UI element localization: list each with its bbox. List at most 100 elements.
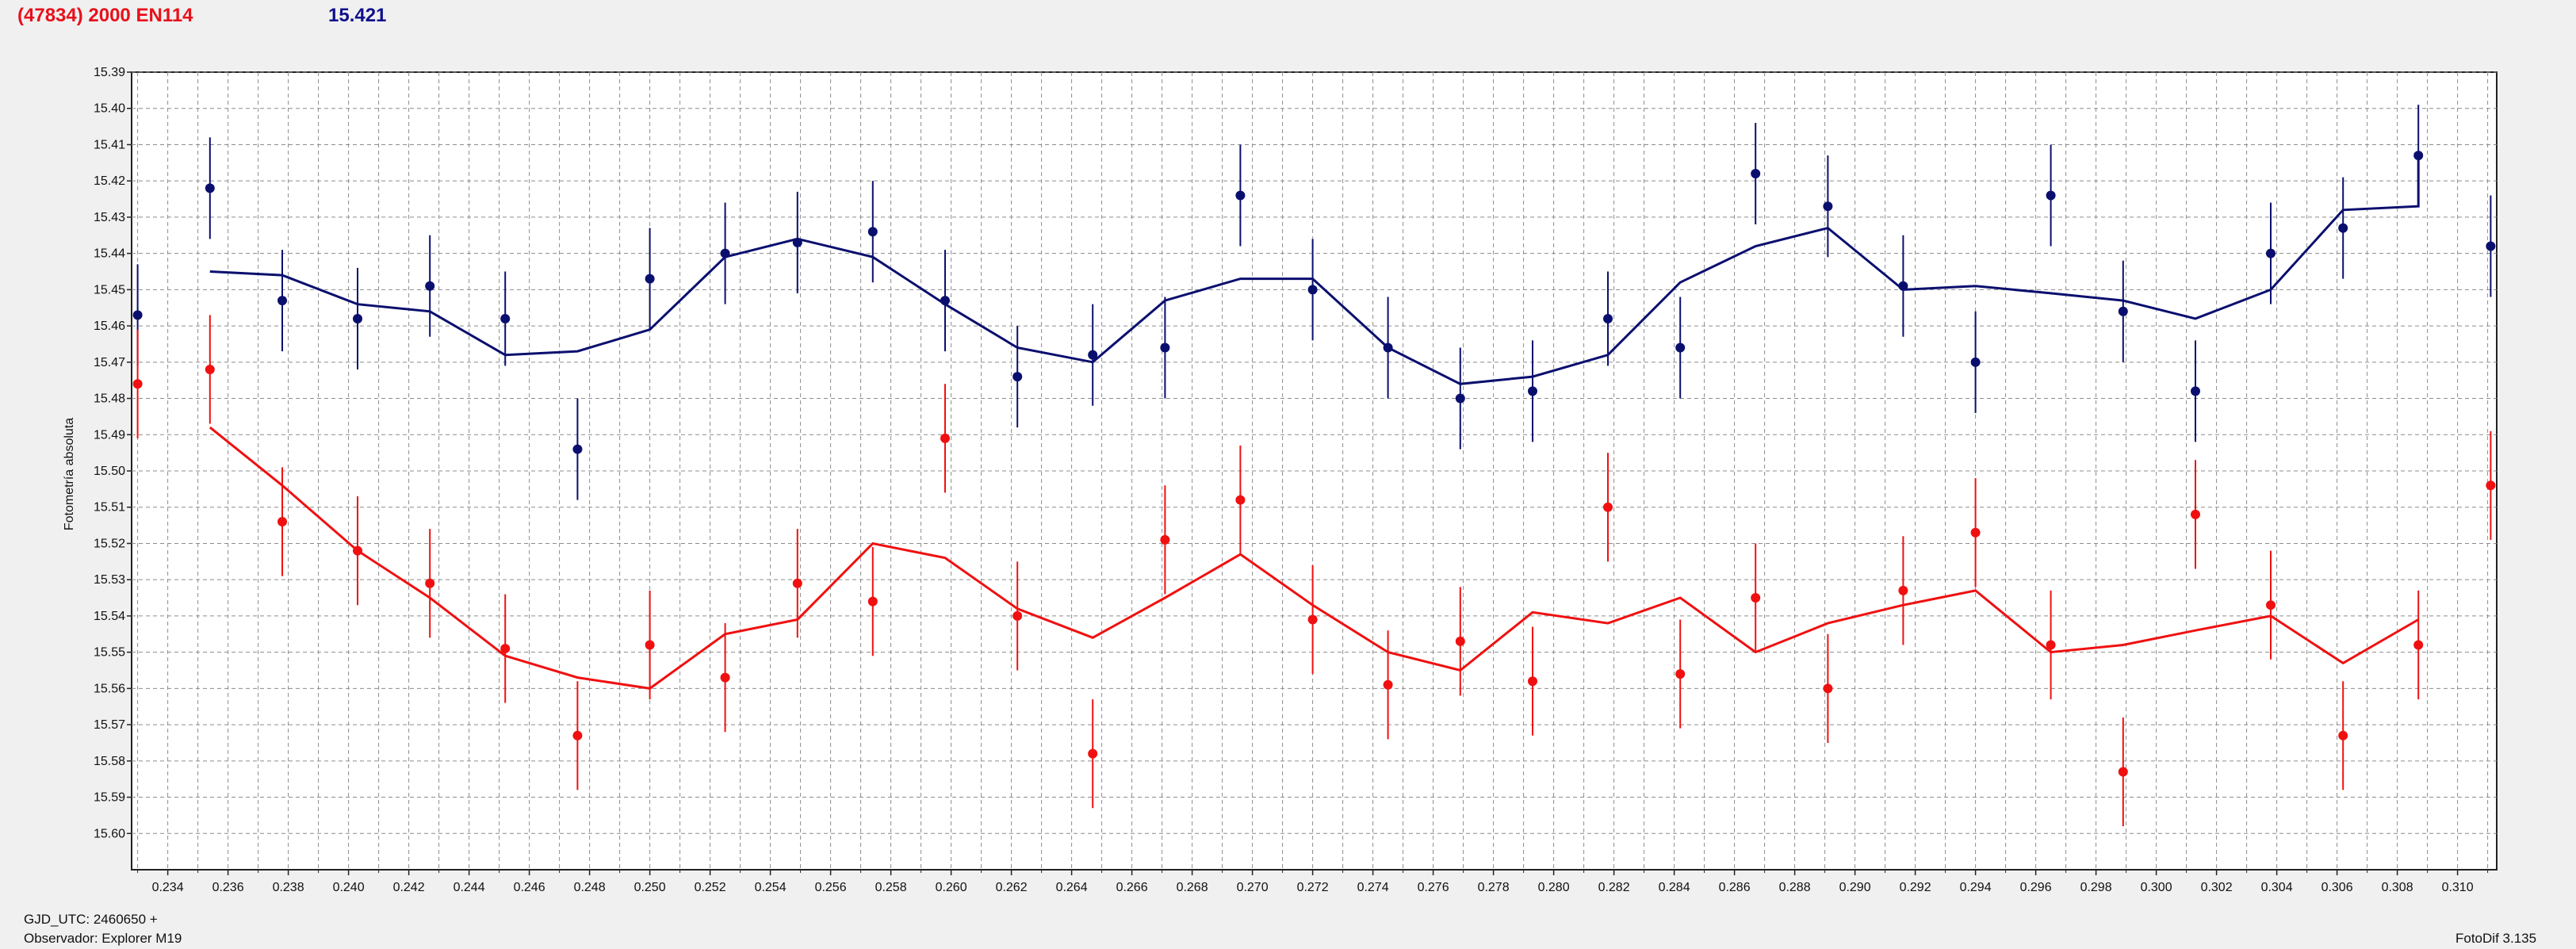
y-tick-label: 15.41 bbox=[94, 138, 125, 151]
x-tick-label: 0.304 bbox=[2261, 881, 2293, 894]
x-tick-label: 0.284 bbox=[1659, 881, 1690, 894]
y-tick-label: 15.59 bbox=[94, 791, 125, 805]
x-tick-label: 0.260 bbox=[936, 881, 967, 894]
series-1-point bbox=[645, 640, 655, 650]
magnitude-value: 15.421 bbox=[328, 5, 387, 26]
series-1-point bbox=[1675, 669, 1686, 679]
object-title: (47834) 2000 EN114 bbox=[17, 5, 193, 26]
x-tick-label: 0.308 bbox=[2382, 881, 2413, 894]
series-0-point bbox=[1307, 285, 1318, 295]
series-1-point bbox=[1970, 527, 1981, 538]
y-tick-label: 15.46 bbox=[94, 320, 125, 333]
series-1-point bbox=[720, 672, 730, 683]
series-0-point bbox=[792, 237, 802, 247]
x-tick-label: 0.288 bbox=[1779, 881, 1811, 894]
series-1-point bbox=[205, 364, 215, 374]
series-1-point bbox=[1603, 502, 1613, 512]
series-0-point bbox=[1383, 342, 1393, 353]
series-layer bbox=[132, 105, 2496, 827]
x-tick-label: 0.278 bbox=[1478, 881, 1510, 894]
series-0-point bbox=[1970, 357, 1981, 367]
x-tick-label: 0.240 bbox=[333, 881, 365, 894]
series-0-point bbox=[500, 313, 511, 323]
x-tick-label: 0.250 bbox=[634, 881, 666, 894]
series-0-point bbox=[1235, 190, 1246, 201]
axis-ticks: 0.234 0.236 0.238 0.240 0.242 0.244 0.246 0.248… bbox=[94, 66, 2489, 894]
series-1-point bbox=[2338, 730, 2348, 740]
x-tick-label: 0.252 bbox=[695, 881, 726, 894]
x-tick-label: 0.264 bbox=[1056, 881, 1088, 894]
series-0-point bbox=[2486, 241, 2496, 251]
series-0-point bbox=[1823, 201, 1833, 212]
y-tick-label: 15.43 bbox=[94, 211, 125, 224]
x-tick-label: 0.300 bbox=[2141, 881, 2172, 894]
series-1-point bbox=[940, 433, 950, 443]
series-0-point bbox=[425, 281, 435, 291]
y-tick-label: 15.49 bbox=[94, 428, 125, 442]
series-1-point bbox=[1823, 683, 1833, 694]
x-tick-label: 0.280 bbox=[1538, 881, 1570, 894]
x-tick-label: 0.298 bbox=[2080, 881, 2112, 894]
y-tick-label: 15.51 bbox=[94, 501, 125, 515]
series-1-point bbox=[353, 545, 362, 556]
series-1-point bbox=[1160, 534, 1170, 545]
series-0-point bbox=[1160, 342, 1170, 353]
x-tick-label: 0.242 bbox=[393, 881, 425, 894]
x-tick-label: 0.282 bbox=[1598, 881, 1630, 894]
series-1-point bbox=[792, 578, 802, 588]
x-tick-label: 0.262 bbox=[996, 881, 1028, 894]
version-label: FotoDif 3.135 bbox=[2455, 931, 2537, 946]
y-tick-label: 15.42 bbox=[94, 174, 125, 188]
y-tick-label: 15.54 bbox=[94, 610, 125, 623]
series-1-point bbox=[2486, 480, 2496, 491]
series-1-point bbox=[425, 578, 435, 588]
y-tick-label: 15.53 bbox=[94, 573, 125, 587]
series-0-point bbox=[2118, 306, 2128, 316]
series-0-point bbox=[353, 313, 362, 323]
series-1-point bbox=[572, 730, 583, 740]
y-tick-label: 15.45 bbox=[94, 283, 125, 297]
y-tick-label: 15.55 bbox=[94, 646, 125, 660]
series-0-point bbox=[1675, 342, 1686, 353]
y-tick-label: 15.48 bbox=[94, 392, 125, 406]
plot-area bbox=[131, 71, 2498, 871]
series-1-point bbox=[2266, 600, 2276, 610]
x-tick-label: 0.286 bbox=[1719, 881, 1751, 894]
series-0-point bbox=[1528, 386, 1537, 396]
x-tick-label: 0.276 bbox=[1418, 881, 1449, 894]
series-0-trend-line bbox=[209, 155, 2420, 385]
series-0-point bbox=[1455, 393, 1465, 404]
x-tick-label: 0.246 bbox=[514, 881, 545, 894]
x-tick-label: 0.268 bbox=[1177, 881, 1208, 894]
x-tick-label: 0.248 bbox=[574, 881, 606, 894]
y-tick-label: 15.47 bbox=[94, 356, 125, 369]
x-tick-label: 0.302 bbox=[2201, 881, 2233, 894]
series-1-point bbox=[1455, 636, 1465, 646]
series-0-point bbox=[572, 444, 583, 454]
x-tick-label: 0.244 bbox=[454, 881, 485, 894]
series-0-point bbox=[2413, 151, 2424, 161]
series-0-point bbox=[2191, 386, 2200, 396]
x-tick-label: 0.238 bbox=[273, 881, 304, 894]
series-1-point bbox=[2046, 640, 2056, 650]
y-tick-label: 15.52 bbox=[94, 537, 125, 550]
series-0-point bbox=[645, 274, 655, 284]
series-1-point bbox=[132, 379, 143, 389]
y-tick-label: 15.58 bbox=[94, 755, 125, 768]
x-tick-label: 0.296 bbox=[2020, 881, 2052, 894]
series-0-point bbox=[940, 296, 950, 306]
x-tick-label: 0.310 bbox=[2442, 881, 2474, 894]
series-0-point bbox=[1898, 281, 1908, 291]
series-1-point bbox=[1307, 614, 1318, 625]
x-tick-label: 0.270 bbox=[1237, 881, 1269, 894]
series-0-point bbox=[205, 183, 215, 193]
y-tick-label: 15.39 bbox=[94, 66, 125, 79]
x-tick-label: 0.290 bbox=[1839, 881, 1871, 894]
gjd-label: GJD_UTC: 2460650 + bbox=[24, 912, 158, 927]
x-tick-label: 0.292 bbox=[1900, 881, 1931, 894]
x-tick-label: 0.272 bbox=[1297, 881, 1329, 894]
series-0-point bbox=[278, 296, 287, 306]
x-tick-label: 0.254 bbox=[755, 881, 787, 894]
series-1-point bbox=[2413, 640, 2424, 650]
x-tick-label: 0.266 bbox=[1116, 881, 1148, 894]
